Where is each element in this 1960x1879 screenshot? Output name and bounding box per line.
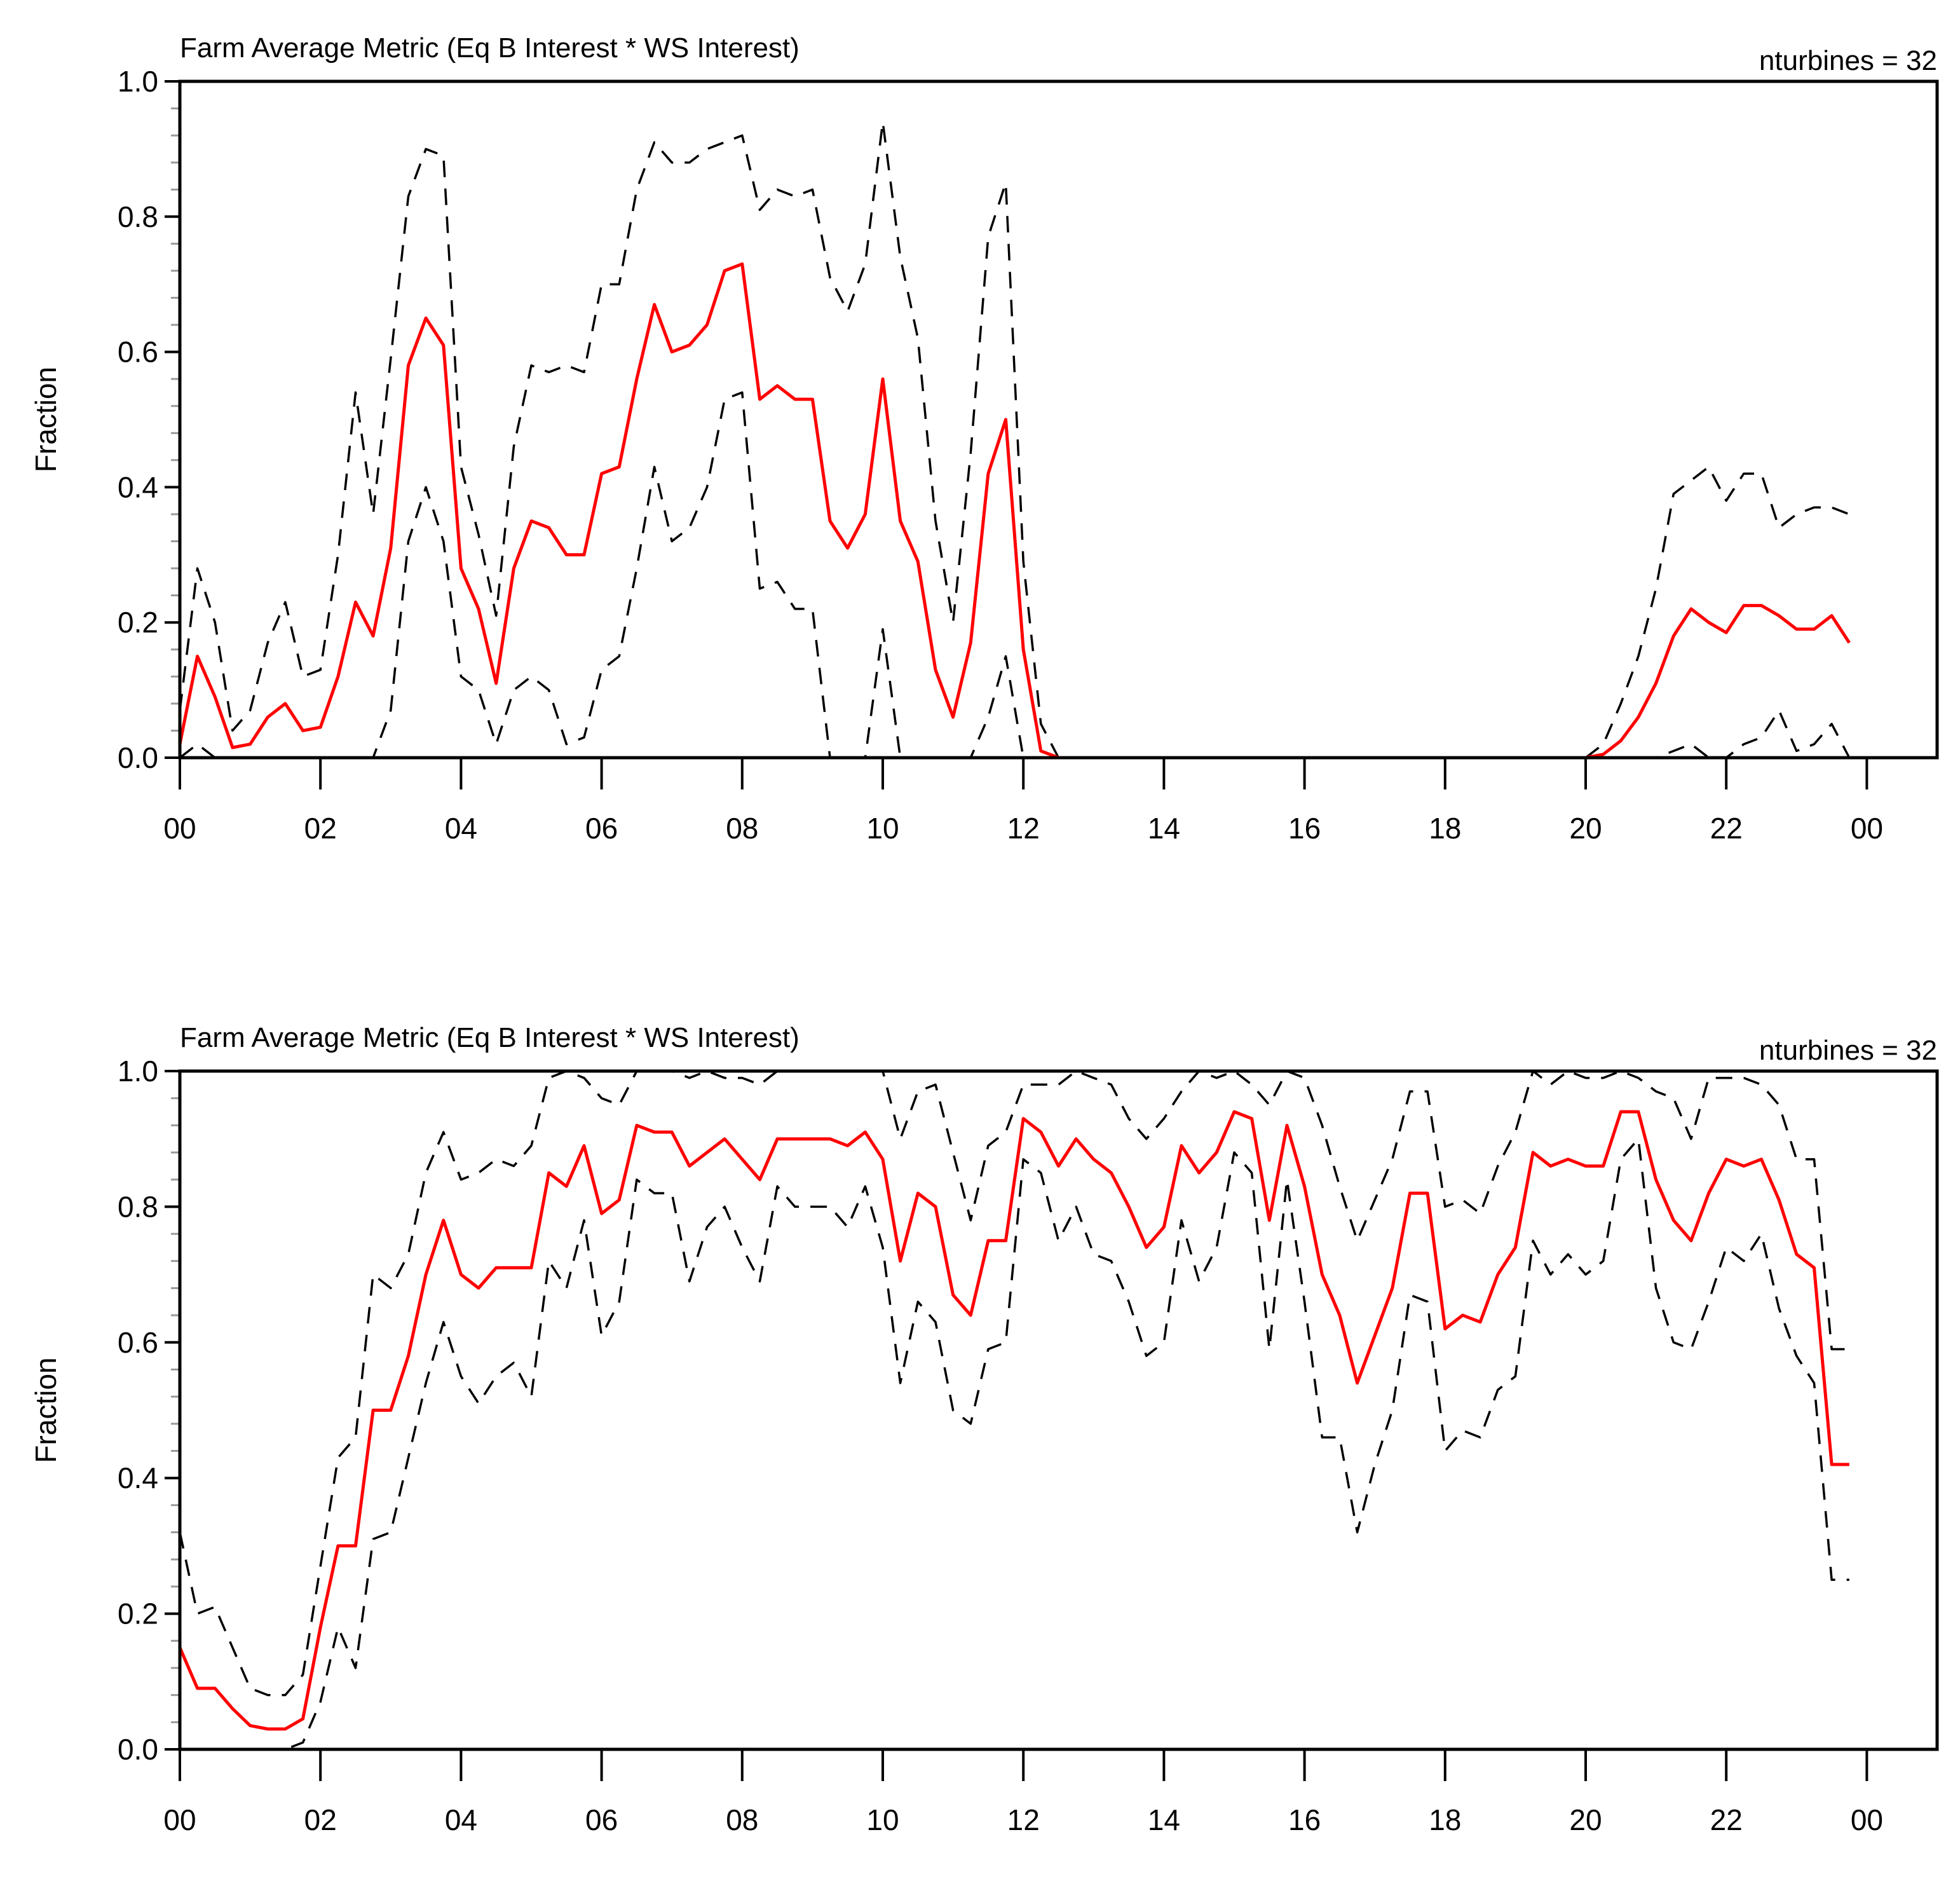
upper-series-line	[179, 121, 1077, 759]
y-axis-label: Fraction	[29, 1357, 62, 1463]
lower-series-line	[1586, 709, 1851, 759]
y-tick-label: 0.0	[118, 741, 158, 774]
y-tick-label: 1.0	[118, 65, 158, 98]
x-tick-label: 10	[866, 812, 899, 845]
x-tick-label: 16	[1288, 1803, 1321, 1836]
x-tick-label: 20	[1569, 812, 1602, 845]
x-tick-label: 12	[1007, 1803, 1040, 1836]
x-tick-label: 22	[1710, 812, 1743, 845]
x-tick-label: 02	[304, 812, 337, 845]
y-tick-label: 0.4	[118, 470, 158, 503]
chart-title: Farm Average Metric (Eq B Interest * WS …	[180, 32, 800, 64]
x-tick-label: 06	[585, 1803, 618, 1836]
lower-series-line	[180, 1137, 1849, 1751]
y-tick-label: 1.0	[118, 1055, 158, 1088]
x-tick-label: 16	[1288, 812, 1321, 845]
mean-series-line	[178, 1110, 1849, 1731]
upper-series-line	[179, 1070, 1849, 1697]
x-tick-label: 00	[163, 1803, 196, 1836]
mean-series-line	[178, 262, 1077, 760]
x-tick-label: 00	[1851, 1803, 1883, 1836]
plot-frame	[178, 1069, 1939, 1751]
y-tick-label: 0.2	[118, 1597, 158, 1630]
plot-frame	[178, 79, 1939, 760]
x-tick-label: 04	[445, 1803, 477, 1836]
y-tick-label: 0.6	[118, 1326, 158, 1359]
chart-panel-2: Farm Average Metric (Eq B Interest * WS …	[29, 1022, 1939, 1836]
chart-panel-1: Farm Average Metric (Eq B Interest * WS …	[29, 32, 1939, 845]
x-tick-label: 18	[1429, 812, 1461, 845]
x-tick-label: 14	[1148, 1803, 1180, 1836]
y-tick-label: 0.6	[118, 336, 158, 369]
x-tick-label: 14	[1148, 812, 1180, 845]
x-tick-label: 20	[1569, 1803, 1602, 1836]
lower-series-line	[179, 391, 1059, 759]
x-tick-label: 22	[1710, 1803, 1743, 1836]
turbine-count-annotation: nturbines = 32	[1759, 45, 1937, 76]
x-tick-label: 10	[866, 1803, 899, 1836]
x-tick-label: 00	[163, 812, 196, 845]
y-tick-label: 0.8	[118, 200, 158, 233]
x-tick-label: 00	[1851, 812, 1883, 845]
mean-series-line	[1375, 604, 1851, 760]
y-tick-label: 0.0	[118, 1733, 158, 1766]
x-tick-label: 08	[726, 1803, 758, 1836]
x-tick-label: 04	[445, 812, 477, 845]
y-tick-label: 0.4	[118, 1461, 158, 1494]
x-tick-label: 08	[726, 812, 758, 845]
turbine-count-annotation: nturbines = 32	[1759, 1035, 1937, 1066]
y-tick-label: 0.8	[118, 1190, 158, 1223]
upper-series-line	[1584, 465, 1850, 759]
x-tick-label: 18	[1429, 1803, 1461, 1836]
x-tick-label: 02	[304, 1803, 337, 1836]
chart-title: Farm Average Metric (Eq B Interest * WS …	[180, 1022, 800, 1053]
x-tick-label: 06	[585, 812, 618, 845]
x-tick-label: 12	[1007, 812, 1040, 845]
y-axis-label: Fraction	[29, 367, 62, 472]
y-tick-label: 0.2	[118, 606, 158, 639]
